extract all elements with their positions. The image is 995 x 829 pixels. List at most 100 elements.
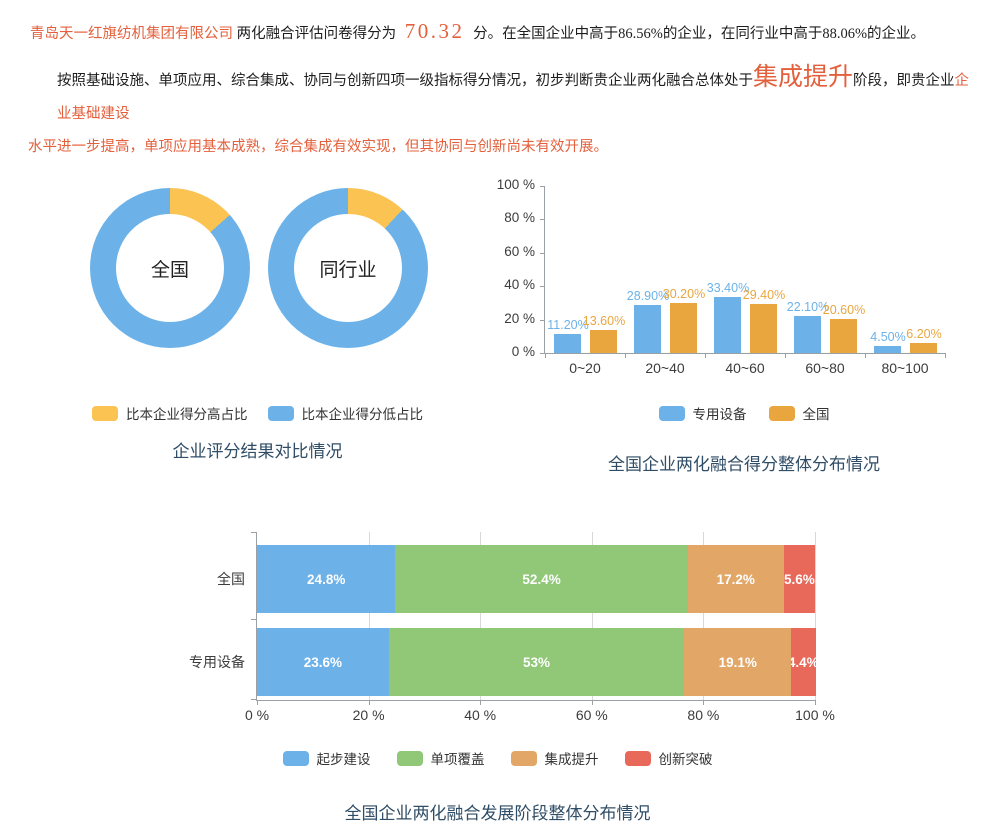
legend-swatch-icon xyxy=(768,405,795,421)
x-axis-tick-label: 40 % xyxy=(464,707,497,723)
legend-swatch-icon xyxy=(92,405,118,421)
x-axis-category-label: 0~20 xyxy=(569,360,601,376)
x-axis-category-label: 40~60 xyxy=(725,360,765,376)
x-axis-tick xyxy=(705,353,706,358)
x-axis-tick-label: 80 % xyxy=(687,707,720,723)
legend-label: 比本企业得分低占比 xyxy=(301,407,424,422)
segment-value-label: 17.2% xyxy=(716,571,755,587)
assessment-detail-start: 企业基础建设 xyxy=(57,73,970,122)
row-label-全国: 全国 xyxy=(217,571,245,587)
bar-全国-80~100 xyxy=(910,342,937,353)
segment-value-label: 52.4% xyxy=(522,571,561,587)
y-axis-tick-label: 40 % xyxy=(504,277,535,293)
bar-value-label: 6.20% xyxy=(906,326,942,341)
bar-value-label: 11.20% xyxy=(547,318,589,333)
x-axis-tick-label: 0 % xyxy=(244,707,270,723)
bar-chart-legend: 专用设备 全国 xyxy=(544,403,944,423)
legend-item-比本企业得分高占比[interactable]: 比本企业得分高占比 xyxy=(92,403,248,423)
segment-创新突破-全国: 5.6% xyxy=(783,545,815,613)
legend-swatch-icon xyxy=(510,750,537,766)
y-axis-tick xyxy=(540,219,545,221)
y-axis-tick-label: 100 % xyxy=(496,177,535,192)
legend-item-比本企业得分低占比[interactable]: 比本企业得分低占比 xyxy=(267,403,424,423)
stacked-chart-legend: 起步建设 单项覆盖 集成提升 创新突破 xyxy=(0,748,995,768)
assessment-line-2: 水平进一步提高，单项应用基本成熟，综合集成有效实现，但其协同与创新尚未有效开展。 xyxy=(28,139,608,155)
row-label-专用设备: 专用设备 xyxy=(189,654,245,670)
x-axis-tick xyxy=(368,700,370,705)
segment-value-label: 23.6% xyxy=(303,654,342,670)
segment-起步建设-专用设备: 23.6% xyxy=(257,628,389,696)
bar-value-label: 28.90% xyxy=(626,288,670,303)
legend-label: 单项覆盖 xyxy=(430,752,485,767)
plot-gridline xyxy=(703,532,705,700)
industry-donut-label: 同行业 xyxy=(294,214,402,322)
x-axis-tick xyxy=(480,700,482,705)
segment-value-label: 5.6% xyxy=(783,571,815,587)
segment-起步建设-全国: 24.8% xyxy=(257,545,396,613)
segment-集成提升-全国: 17.2% xyxy=(687,545,784,613)
y-axis-tick xyxy=(251,532,257,533)
bar-专用设备-0~20 xyxy=(554,334,581,353)
legend-label: 专用设备 xyxy=(692,407,747,422)
national-donut-label: 全国 xyxy=(116,214,224,322)
bar-全国-20~40 xyxy=(670,302,697,353)
y-axis-tick xyxy=(540,186,545,187)
bar-value-label: 4.50% xyxy=(870,329,906,344)
plot-gridline xyxy=(480,532,482,700)
legend-label: 全国 xyxy=(802,407,830,422)
y-axis-tick xyxy=(251,619,257,620)
y-axis-tick-label: 80 % xyxy=(504,210,535,226)
bar-全国-40~60 xyxy=(750,303,777,353)
legend-swatch-icon xyxy=(658,405,685,421)
x-axis-tick-label: 100 % xyxy=(795,707,835,723)
assessment-intro: 按照基础设施、单项应用、综合集成、协同与创新四项一级指标得分情况，初步判断贵企业… xyxy=(57,73,753,89)
bar-全国-0~20 xyxy=(590,330,617,353)
bar-value-label: 22.10% xyxy=(786,300,830,315)
plot-gridline xyxy=(815,532,816,700)
x-axis-category-label: 20~40 xyxy=(645,360,685,376)
plot-gridline xyxy=(368,532,370,700)
bar-专用设备-40~60 xyxy=(714,297,741,353)
legend-item-创新突破[interactable]: 创新突破 xyxy=(624,748,713,768)
industry-donut: 同行业 xyxy=(268,188,428,348)
legend-label: 集成提升 xyxy=(544,752,599,767)
y-axis-tick xyxy=(251,699,257,700)
y-axis-tick xyxy=(540,252,545,254)
bar-chart-title: 全国企业两化融合得分整体分布情况 xyxy=(608,455,880,474)
segment-value-label: 24.8% xyxy=(307,571,346,587)
stage-highlight: 集成提升 xyxy=(753,64,854,91)
company-name: 青岛天一红旗纺机集团有限公司 xyxy=(30,26,233,42)
legend-label: 比本企业得分高占比 xyxy=(126,407,248,422)
x-axis-category-label: 60~80 xyxy=(805,360,845,376)
legend-item-全国[interactable]: 全国 xyxy=(768,403,830,423)
national-donut: 全国 xyxy=(90,188,250,348)
bar-专用设备-80~100 xyxy=(874,345,901,353)
legend-item-起步建设[interactable]: 起步建设 xyxy=(282,748,371,768)
assessment-paragraph: 按照基础设施、单项应用、综合集成、协同与创新四项一级指标得分情况，初步判断贵企业… xyxy=(28,61,978,164)
x-axis-tick-label: 20 % xyxy=(352,707,385,723)
plot-gridline xyxy=(591,532,593,700)
legend-swatch-icon xyxy=(624,750,651,766)
legend-item-集成提升[interactable]: 集成提升 xyxy=(510,748,599,768)
bar-value-label: 20.60% xyxy=(822,302,866,317)
y-axis-tick-label: 0 % xyxy=(511,344,535,359)
y-axis-tick-label: 60 % xyxy=(504,243,535,259)
legend-label: 创新突破 xyxy=(658,752,713,767)
legend-label: 起步建设 xyxy=(316,752,371,767)
bar-专用设备-20~40 xyxy=(634,304,661,353)
x-axis-category-label: 80~100 xyxy=(881,360,929,376)
x-axis-tick xyxy=(815,700,816,705)
bar-value-label: 33.40% xyxy=(706,281,750,296)
score-distribution-chart: 100 % 80 % 60 % 40 % 20 % 0 % 0~20 11.20% 13.60%… xyxy=(497,177,946,376)
legend-item-专用设备[interactable]: 专用设备 xyxy=(658,403,747,423)
assessment-line-1: 按照基础设施、单项应用、综合集成、协同与创新四项一级指标得分情况，初步判断贵企业… xyxy=(28,61,978,131)
bar-全国-60~80 xyxy=(830,318,857,353)
legend-item-单项覆盖[interactable]: 单项覆盖 xyxy=(396,748,485,768)
segment-单项覆盖-专用设备: 53% xyxy=(388,628,685,696)
x-axis-tick xyxy=(945,353,946,358)
score-label: 两化融合评估问卷得分为 xyxy=(236,26,397,42)
x-axis-tick xyxy=(865,353,866,358)
legend-swatch-icon xyxy=(267,405,294,421)
stacked-chart-title: 全国企业两化融合发展阶段整体分布情况 xyxy=(344,804,651,823)
y-axis-tick xyxy=(540,353,545,354)
